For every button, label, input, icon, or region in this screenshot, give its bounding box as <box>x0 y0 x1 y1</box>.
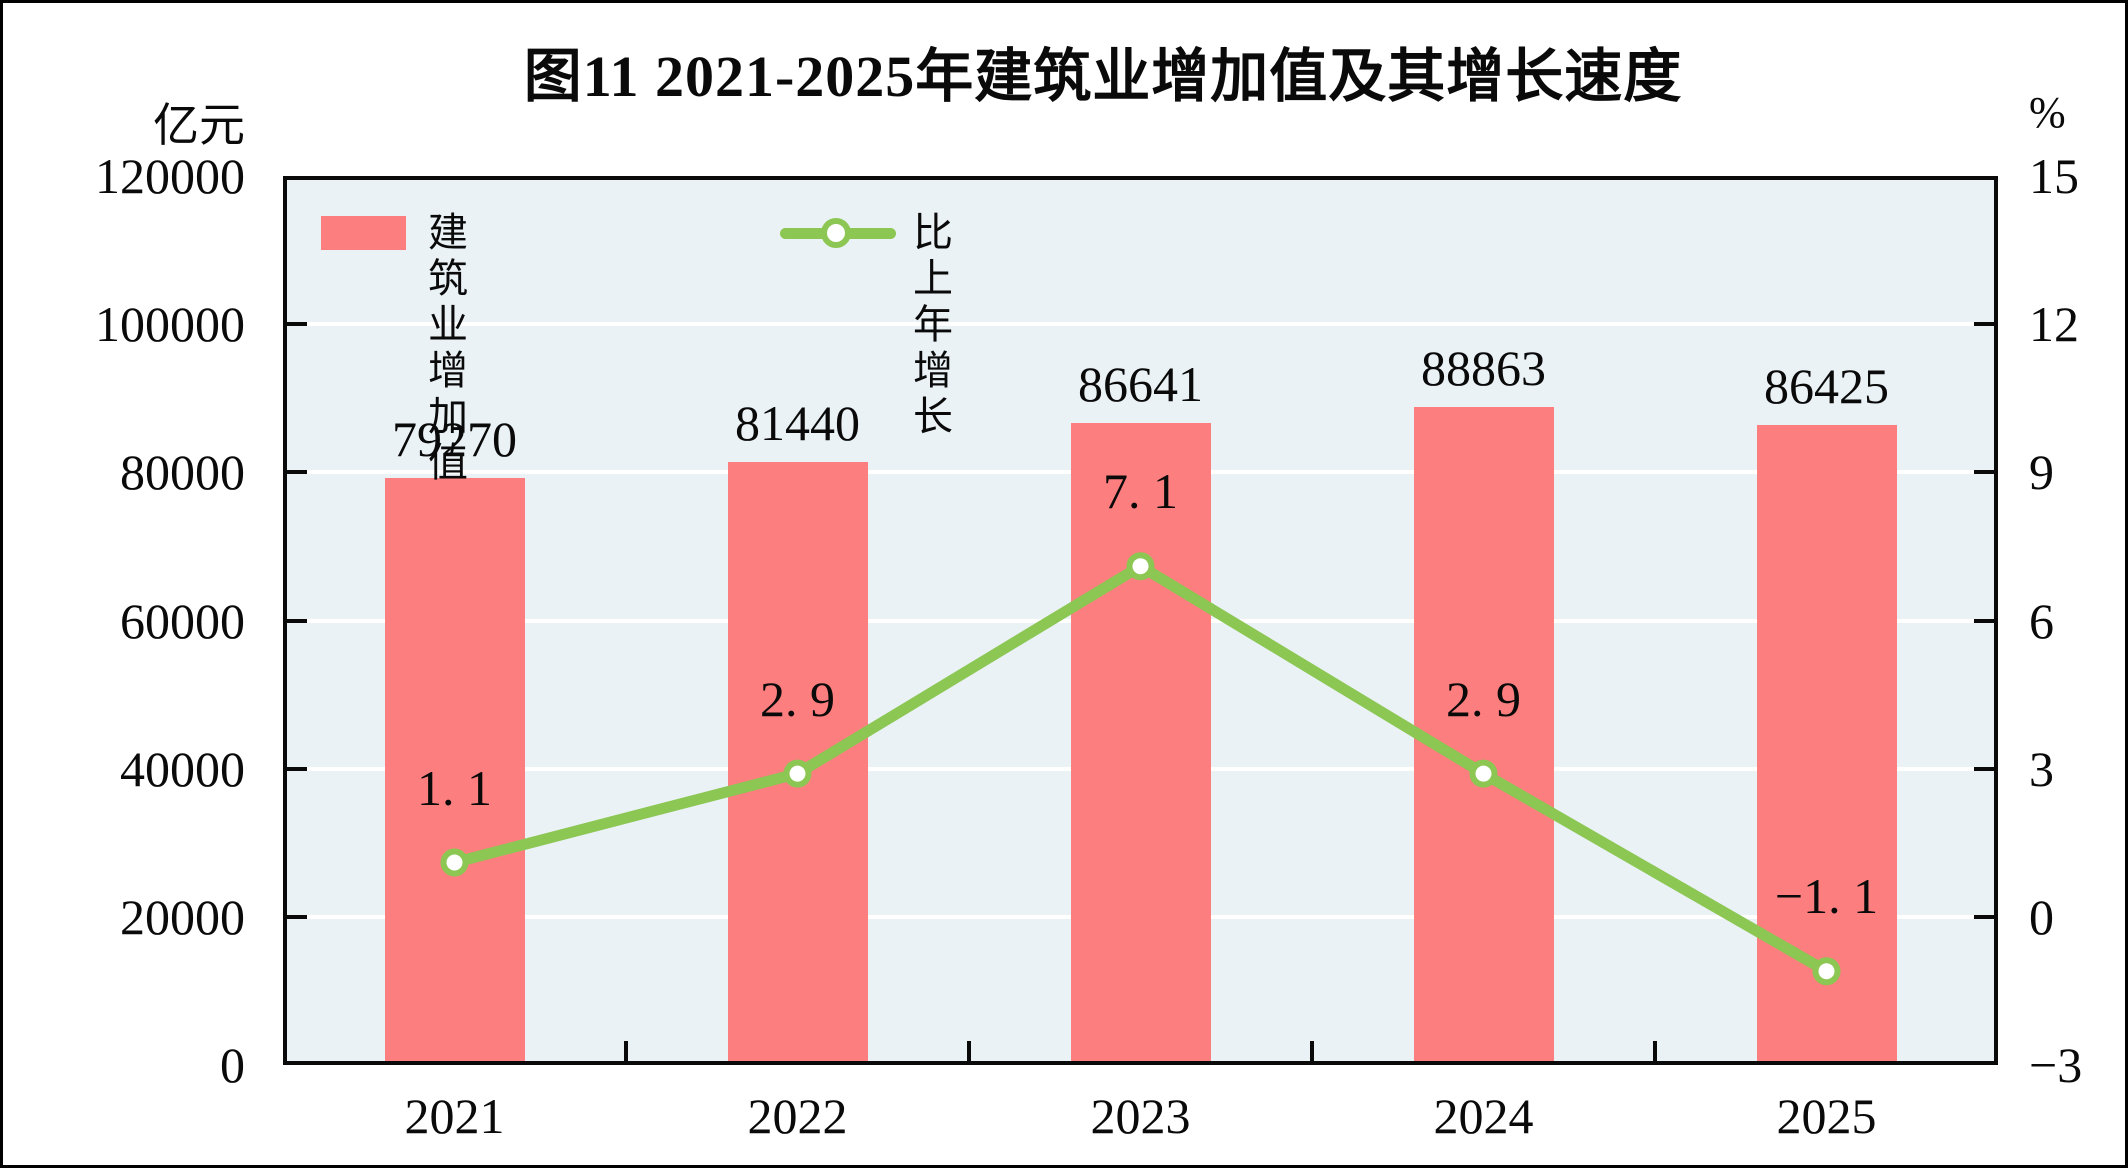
left-axis-tick-label: 20000 <box>120 888 245 945</box>
right-axis-tick-label: −3 <box>2029 1037 2083 1093</box>
right-axis-tick-label: 9 <box>2029 444 2054 501</box>
line-marker <box>1126 552 1155 581</box>
line-marker <box>1812 957 1841 986</box>
left-axis-tick <box>287 618 307 623</box>
bar-2024 <box>1413 406 1554 1065</box>
left-axis-tick-label: 80000 <box>120 444 245 501</box>
right-axis-tick-label: 12 <box>2029 296 2079 353</box>
left-axis-tick <box>287 914 307 919</box>
left-axis-tick <box>287 322 307 327</box>
plot-area-border <box>283 176 1998 1065</box>
bottom-axis-tick <box>967 1041 971 1061</box>
left-axis-tick <box>287 470 307 475</box>
right-axis-tick-label: 15 <box>2029 148 2079 204</box>
legend-line-marker-icon <box>821 218 851 248</box>
legend-item-bar-label: 建筑业增加值 <box>428 210 468 485</box>
legend-bar-swatch-icon <box>321 216 406 250</box>
line-marker <box>440 848 469 877</box>
x-axis-category-label: 2022 <box>747 1088 848 1144</box>
left-axis-tick-label: 40000 <box>120 740 245 797</box>
right-axis-tick-label: 0 <box>2029 888 2054 945</box>
x-axis-category-label: 2024 <box>1433 1088 1534 1144</box>
line-value-label: 2. 9 <box>760 670 835 727</box>
bottom-axis-tick <box>1653 1041 1657 1061</box>
line-value-label: −1. 1 <box>1774 868 1879 925</box>
line-marker <box>1469 759 1498 788</box>
x-axis-category-label: 2023 <box>1090 1088 1191 1144</box>
x-axis-category-label: 2021 <box>404 1088 505 1144</box>
x-axis-category-label: 2025 <box>1776 1088 1877 1144</box>
left-axis-tick <box>287 766 307 771</box>
line-value-label: 2. 9 <box>1446 670 1521 727</box>
right-axis-tick <box>1974 322 1994 327</box>
right-axis-tick <box>1974 618 1994 623</box>
right-axis-tick <box>1974 766 1994 771</box>
chart-title: 图11 2021-2025年建筑业增加值及其增长速度 <box>523 44 1683 109</box>
bottom-axis-tick <box>624 1041 628 1061</box>
left-axis-tick-label: 100000 <box>95 296 245 353</box>
left-axis-tick-label: 0 <box>220 1037 245 1093</box>
bar-2023 <box>1070 423 1211 1065</box>
right-axis-tick-label: 6 <box>2029 592 2054 649</box>
bar-value-label: 79270 <box>392 410 517 467</box>
bar-2021 <box>384 477 525 1065</box>
right-axis-unit-label: % <box>2029 88 2066 137</box>
right-axis-tick <box>1974 914 1994 919</box>
bottom-axis-tick <box>1310 1041 1314 1061</box>
line-marker <box>783 759 812 788</box>
bar-value-label: 81440 <box>735 394 860 451</box>
left-axis-unit-label: 亿元 <box>153 100 245 151</box>
gridline <box>287 322 1994 327</box>
right-axis-tick <box>1974 470 1994 475</box>
line-value-label: 7. 1 <box>1103 463 1178 520</box>
left-axis-tick-label: 60000 <box>120 592 245 649</box>
bar-value-label: 88863 <box>1421 339 1546 396</box>
bar-value-label: 86641 <box>1078 356 1203 413</box>
right-axis-tick-label: 3 <box>2029 740 2054 797</box>
left-axis-tick-label: 120000 <box>95 148 245 204</box>
growth-line-layer <box>440 552 1841 986</box>
bar-value-label: 86425 <box>1764 357 1889 414</box>
legend-item-line-label: 比上年增长 <box>913 210 953 439</box>
line-value-label: 1. 1 <box>417 759 492 816</box>
